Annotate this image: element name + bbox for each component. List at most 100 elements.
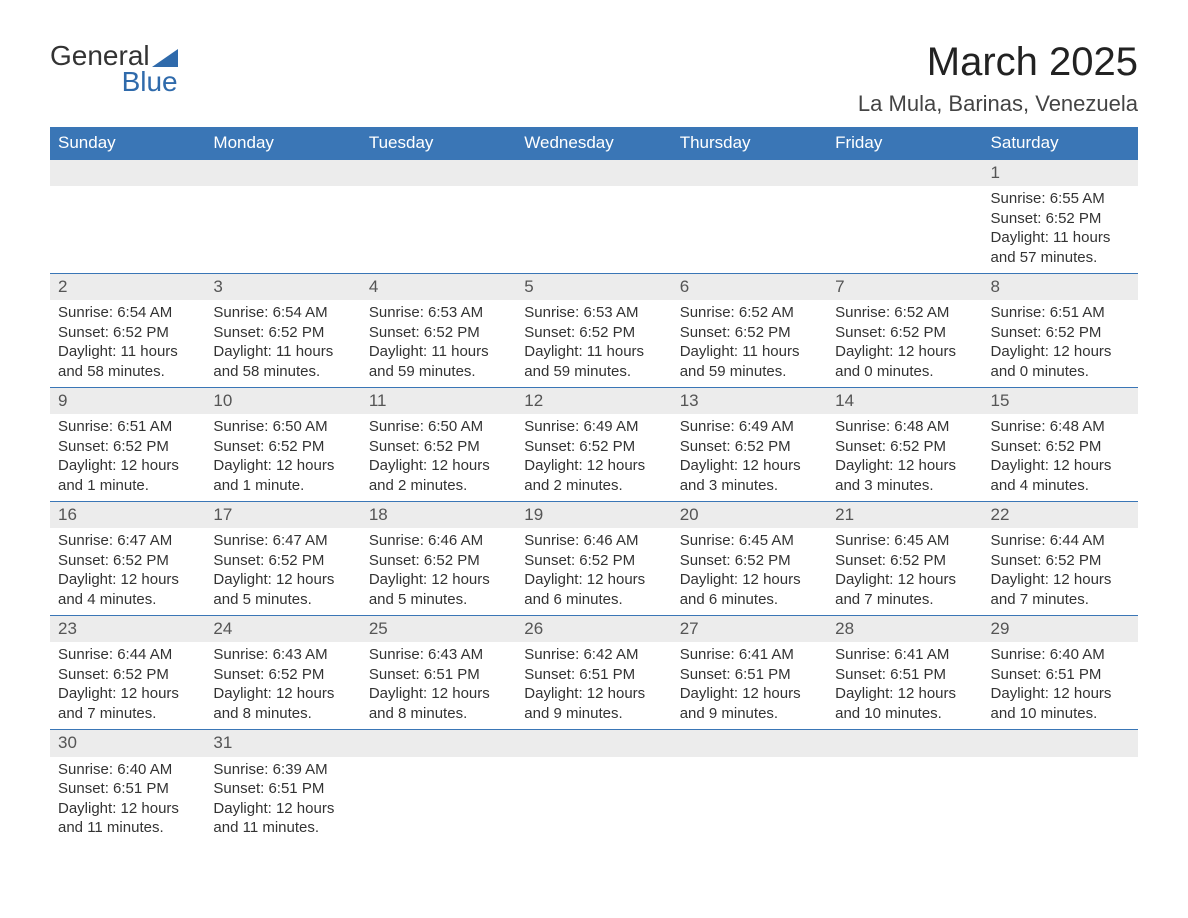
sunset-text: Sunset: 6:52 PM	[369, 323, 508, 343]
day-number-cell: 8	[983, 274, 1138, 301]
daylight-text: Daylight: 12 hours and 1 minute.	[213, 456, 352, 495]
sunrise-text: Sunrise: 6:40 AM	[58, 760, 197, 780]
day-data-cell: Sunrise: 6:49 AMSunset: 6:52 PMDaylight:…	[672, 414, 827, 502]
sunrise-text: Sunrise: 6:46 AM	[369, 531, 508, 551]
daylight-text: Daylight: 12 hours and 5 minutes.	[213, 570, 352, 609]
daylight-text: Daylight: 12 hours and 1 minute.	[58, 456, 197, 495]
day-data-cell: Sunrise: 6:47 AMSunset: 6:52 PMDaylight:…	[205, 528, 360, 616]
day-number-cell	[205, 160, 360, 187]
sunset-text: Sunset: 6:52 PM	[213, 665, 352, 685]
day-data-cell	[516, 186, 671, 274]
daylight-text: Daylight: 12 hours and 6 minutes.	[680, 570, 819, 609]
weekday-header-row: Sunday Monday Tuesday Wednesday Thursday…	[50, 127, 1138, 160]
day-data-cell: Sunrise: 6:52 AMSunset: 6:52 PMDaylight:…	[672, 300, 827, 388]
day-data-cell: Sunrise: 6:39 AMSunset: 6:51 PMDaylight:…	[205, 757, 360, 844]
day-number-row: 2345678	[50, 274, 1138, 301]
sunrise-text: Sunrise: 6:50 AM	[369, 417, 508, 437]
daylight-text: Daylight: 12 hours and 4 minutes.	[991, 456, 1130, 495]
daylight-text: Daylight: 12 hours and 0 minutes.	[991, 342, 1130, 381]
day-number-cell: 24	[205, 616, 360, 643]
sunrise-text: Sunrise: 6:39 AM	[213, 760, 352, 780]
day-number-cell: 25	[361, 616, 516, 643]
day-number-cell: 11	[361, 388, 516, 415]
day-data-cell: Sunrise: 6:41 AMSunset: 6:51 PMDaylight:…	[827, 642, 982, 730]
day-number-cell: 18	[361, 502, 516, 529]
day-number-cell: 28	[827, 616, 982, 643]
sunrise-text: Sunrise: 6:45 AM	[680, 531, 819, 551]
day-number-cell: 21	[827, 502, 982, 529]
day-number-cell: 17	[205, 502, 360, 529]
sunrise-text: Sunrise: 6:44 AM	[991, 531, 1130, 551]
day-data-cell: Sunrise: 6:49 AMSunset: 6:52 PMDaylight:…	[516, 414, 671, 502]
daylight-text: Daylight: 11 hours and 58 minutes.	[58, 342, 197, 381]
day-data-cell: Sunrise: 6:50 AMSunset: 6:52 PMDaylight:…	[205, 414, 360, 502]
sunrise-text: Sunrise: 6:51 AM	[991, 303, 1130, 323]
daylight-text: Daylight: 12 hours and 8 minutes.	[213, 684, 352, 723]
sunrise-text: Sunrise: 6:52 AM	[835, 303, 974, 323]
day-number-cell	[827, 730, 982, 757]
sunrise-text: Sunrise: 6:44 AM	[58, 645, 197, 665]
sunset-text: Sunset: 6:52 PM	[680, 551, 819, 571]
brand-triangle-icon	[152, 49, 178, 67]
sunset-text: Sunset: 6:52 PM	[58, 323, 197, 343]
day-data-cell: Sunrise: 6:43 AMSunset: 6:51 PMDaylight:…	[361, 642, 516, 730]
daylight-text: Daylight: 12 hours and 11 minutes.	[58, 799, 197, 838]
sunrise-text: Sunrise: 6:53 AM	[369, 303, 508, 323]
sunset-text: Sunset: 6:52 PM	[213, 551, 352, 571]
day-data-cell: Sunrise: 6:48 AMSunset: 6:52 PMDaylight:…	[983, 414, 1138, 502]
weekday-header: Tuesday	[361, 127, 516, 160]
day-data-cell	[205, 186, 360, 274]
day-data-cell	[827, 186, 982, 274]
sunset-text: Sunset: 6:52 PM	[369, 551, 508, 571]
day-number-cell: 1	[983, 160, 1138, 187]
weekday-header: Thursday	[672, 127, 827, 160]
day-data-cell: Sunrise: 6:51 AMSunset: 6:52 PMDaylight:…	[50, 414, 205, 502]
daylight-text: Daylight: 12 hours and 10 minutes.	[991, 684, 1130, 723]
daylight-text: Daylight: 12 hours and 2 minutes.	[524, 456, 663, 495]
day-number-row: 23242526272829	[50, 616, 1138, 643]
weekday-header: Friday	[827, 127, 982, 160]
day-data-row: Sunrise: 6:51 AMSunset: 6:52 PMDaylight:…	[50, 414, 1138, 502]
weekday-header: Monday	[205, 127, 360, 160]
day-data-cell: Sunrise: 6:41 AMSunset: 6:51 PMDaylight:…	[672, 642, 827, 730]
day-data-cell	[361, 186, 516, 274]
day-number-cell: 7	[827, 274, 982, 301]
brand-logo: General Blue	[50, 40, 178, 98]
day-number-cell: 9	[50, 388, 205, 415]
day-data-cell: Sunrise: 6:44 AMSunset: 6:52 PMDaylight:…	[983, 528, 1138, 616]
day-data-cell: Sunrise: 6:52 AMSunset: 6:52 PMDaylight:…	[827, 300, 982, 388]
sunrise-text: Sunrise: 6:50 AM	[213, 417, 352, 437]
sunset-text: Sunset: 6:52 PM	[991, 551, 1130, 571]
day-number-cell: 12	[516, 388, 671, 415]
sunrise-text: Sunrise: 6:54 AM	[58, 303, 197, 323]
sunset-text: Sunset: 6:52 PM	[213, 437, 352, 457]
sunset-text: Sunset: 6:52 PM	[213, 323, 352, 343]
sunset-text: Sunset: 6:52 PM	[680, 437, 819, 457]
daylight-text: Daylight: 12 hours and 7 minutes.	[58, 684, 197, 723]
day-data-cell: Sunrise: 6:53 AMSunset: 6:52 PMDaylight:…	[516, 300, 671, 388]
sunset-text: Sunset: 6:52 PM	[524, 551, 663, 571]
day-number-cell: 13	[672, 388, 827, 415]
day-number-cell: 16	[50, 502, 205, 529]
sunrise-text: Sunrise: 6:51 AM	[58, 417, 197, 437]
day-data-row: Sunrise: 6:55 AMSunset: 6:52 PMDaylight:…	[50, 186, 1138, 274]
daylight-text: Daylight: 12 hours and 7 minutes.	[835, 570, 974, 609]
day-data-cell: Sunrise: 6:47 AMSunset: 6:52 PMDaylight:…	[50, 528, 205, 616]
sunset-text: Sunset: 6:52 PM	[991, 437, 1130, 457]
calendar-table: Sunday Monday Tuesday Wednesday Thursday…	[50, 127, 1138, 844]
weekday-header: Sunday	[50, 127, 205, 160]
day-data-cell: Sunrise: 6:50 AMSunset: 6:52 PMDaylight:…	[361, 414, 516, 502]
sunset-text: Sunset: 6:52 PM	[835, 551, 974, 571]
day-data-cell: Sunrise: 6:48 AMSunset: 6:52 PMDaylight:…	[827, 414, 982, 502]
daylight-text: Daylight: 12 hours and 3 minutes.	[680, 456, 819, 495]
day-data-cell	[983, 757, 1138, 844]
day-number-cell: 29	[983, 616, 1138, 643]
sunset-text: Sunset: 6:51 PM	[835, 665, 974, 685]
day-data-cell: Sunrise: 6:53 AMSunset: 6:52 PMDaylight:…	[361, 300, 516, 388]
sunrise-text: Sunrise: 6:46 AM	[524, 531, 663, 551]
day-data-cell: Sunrise: 6:54 AMSunset: 6:52 PMDaylight:…	[50, 300, 205, 388]
daylight-text: Daylight: 12 hours and 3 minutes.	[835, 456, 974, 495]
day-number-cell	[672, 730, 827, 757]
day-data-row: Sunrise: 6:47 AMSunset: 6:52 PMDaylight:…	[50, 528, 1138, 616]
daylight-text: Daylight: 11 hours and 57 minutes.	[991, 228, 1130, 267]
